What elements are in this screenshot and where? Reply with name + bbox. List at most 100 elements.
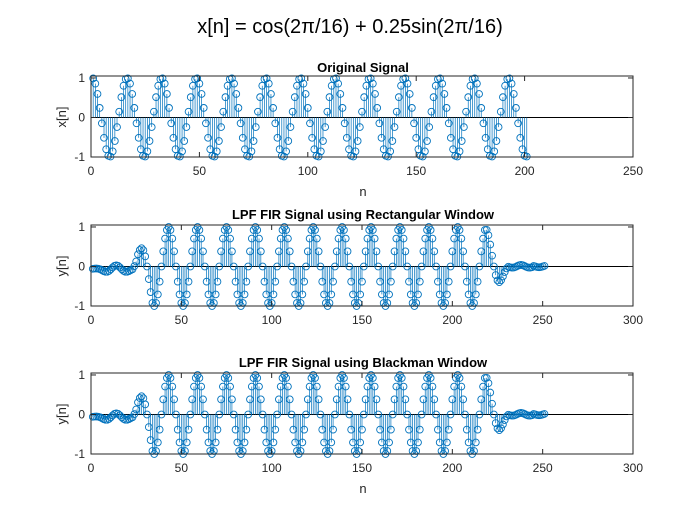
stem-marker xyxy=(132,257,141,266)
stem-marker xyxy=(455,374,464,382)
stem-marker xyxy=(443,438,451,447)
stem-marker xyxy=(271,119,280,128)
stem-marker xyxy=(231,277,240,286)
stem-marker xyxy=(186,93,195,102)
stem-marker xyxy=(488,399,496,408)
subplot-title: Original Signal xyxy=(317,60,409,75)
stem-marker xyxy=(484,231,493,240)
stem-marker xyxy=(475,90,483,98)
stem-marker xyxy=(470,74,479,83)
stem-marker xyxy=(512,104,520,112)
stem-marker xyxy=(473,277,482,286)
stem-marker xyxy=(321,123,329,131)
stem-marker xyxy=(200,410,209,419)
stem-marker xyxy=(446,410,455,419)
stem-marker xyxy=(314,247,323,256)
stem-marker xyxy=(459,247,468,256)
stem-marker xyxy=(341,234,350,243)
x-axis-label: n xyxy=(359,481,366,496)
stem-marker xyxy=(444,277,453,286)
stem-marker xyxy=(153,438,162,447)
stem-marker xyxy=(236,119,245,128)
stem-marker xyxy=(213,425,222,434)
stem-marker xyxy=(173,425,182,434)
stem-marker xyxy=(316,147,325,156)
stem-marker xyxy=(137,392,146,401)
stem-marker xyxy=(477,104,486,112)
stem-marker xyxy=(297,74,306,83)
stem-marker xyxy=(481,133,490,142)
x-tick-label: 50 xyxy=(193,164,207,178)
stem-marker xyxy=(455,226,464,234)
stem-marker xyxy=(392,107,401,116)
stem-marker xyxy=(408,104,416,112)
stem-marker xyxy=(475,410,484,419)
stem-marker xyxy=(341,382,350,391)
stem-marker xyxy=(228,74,236,83)
stem-marker xyxy=(370,234,379,243)
stem-marker xyxy=(442,104,451,112)
stem-marker xyxy=(319,137,327,145)
stem-marker xyxy=(186,410,195,419)
stem-marker xyxy=(447,133,455,142)
stem-marker xyxy=(141,252,150,261)
stem-marker xyxy=(89,74,98,83)
stem-marker xyxy=(302,410,310,419)
stem-marker xyxy=(385,290,393,299)
stem-marker xyxy=(432,262,440,271)
stem-marker xyxy=(298,290,307,299)
stem-marker xyxy=(440,90,449,98)
stem-marker xyxy=(507,79,516,88)
stem-marker xyxy=(473,79,481,88)
x-tick-label: 200 xyxy=(442,461,462,475)
stem-marker xyxy=(146,288,155,296)
stem-marker xyxy=(386,147,395,156)
stem-marker xyxy=(119,267,128,275)
stem-marker xyxy=(444,425,453,434)
stem-marker xyxy=(340,374,348,382)
stem-marker xyxy=(182,123,191,131)
stem-marker xyxy=(260,425,269,434)
stem-marker xyxy=(300,425,309,434)
stem-marker xyxy=(419,395,428,404)
stem-marker xyxy=(387,277,395,286)
stem-marker xyxy=(479,382,487,391)
stem-marker xyxy=(117,93,126,102)
stem-marker xyxy=(228,395,236,404)
stem-marker xyxy=(212,147,221,156)
x-tick-label: 0 xyxy=(88,461,95,475)
stem-marker xyxy=(180,137,189,145)
stem-marker xyxy=(238,133,247,142)
stem-marker xyxy=(242,425,251,434)
stem-marker xyxy=(511,411,520,419)
stem-marker xyxy=(289,277,298,286)
stem-marker xyxy=(490,147,499,156)
stem-marker xyxy=(275,247,283,256)
stem-marker xyxy=(428,382,437,391)
stem-marker xyxy=(153,290,162,299)
stem-marker xyxy=(403,79,412,88)
stem-marker xyxy=(100,133,108,142)
stem-marker xyxy=(108,147,117,156)
stem-marker xyxy=(170,247,178,256)
stem-marker xyxy=(282,374,290,382)
stem-marker xyxy=(284,137,293,145)
stem-marker xyxy=(113,123,121,131)
stem-marker xyxy=(199,395,207,404)
stem-marker xyxy=(246,247,254,256)
stem-marker xyxy=(285,247,294,256)
stem-marker xyxy=(188,247,197,256)
stem-marker xyxy=(461,262,469,271)
stem-marker xyxy=(323,107,332,116)
stem-marker xyxy=(419,247,428,256)
stem-marker xyxy=(255,382,263,391)
stem-marker xyxy=(477,247,486,256)
stem-marker xyxy=(298,438,307,447)
stem-marker xyxy=(461,410,469,419)
stem-marker xyxy=(405,425,413,434)
stem-marker xyxy=(135,246,144,254)
x-tick-label: 200 xyxy=(515,164,535,178)
stem-marker xyxy=(159,395,168,404)
x-tick-label: 150 xyxy=(406,164,426,178)
x-tick-label: 100 xyxy=(262,461,282,475)
